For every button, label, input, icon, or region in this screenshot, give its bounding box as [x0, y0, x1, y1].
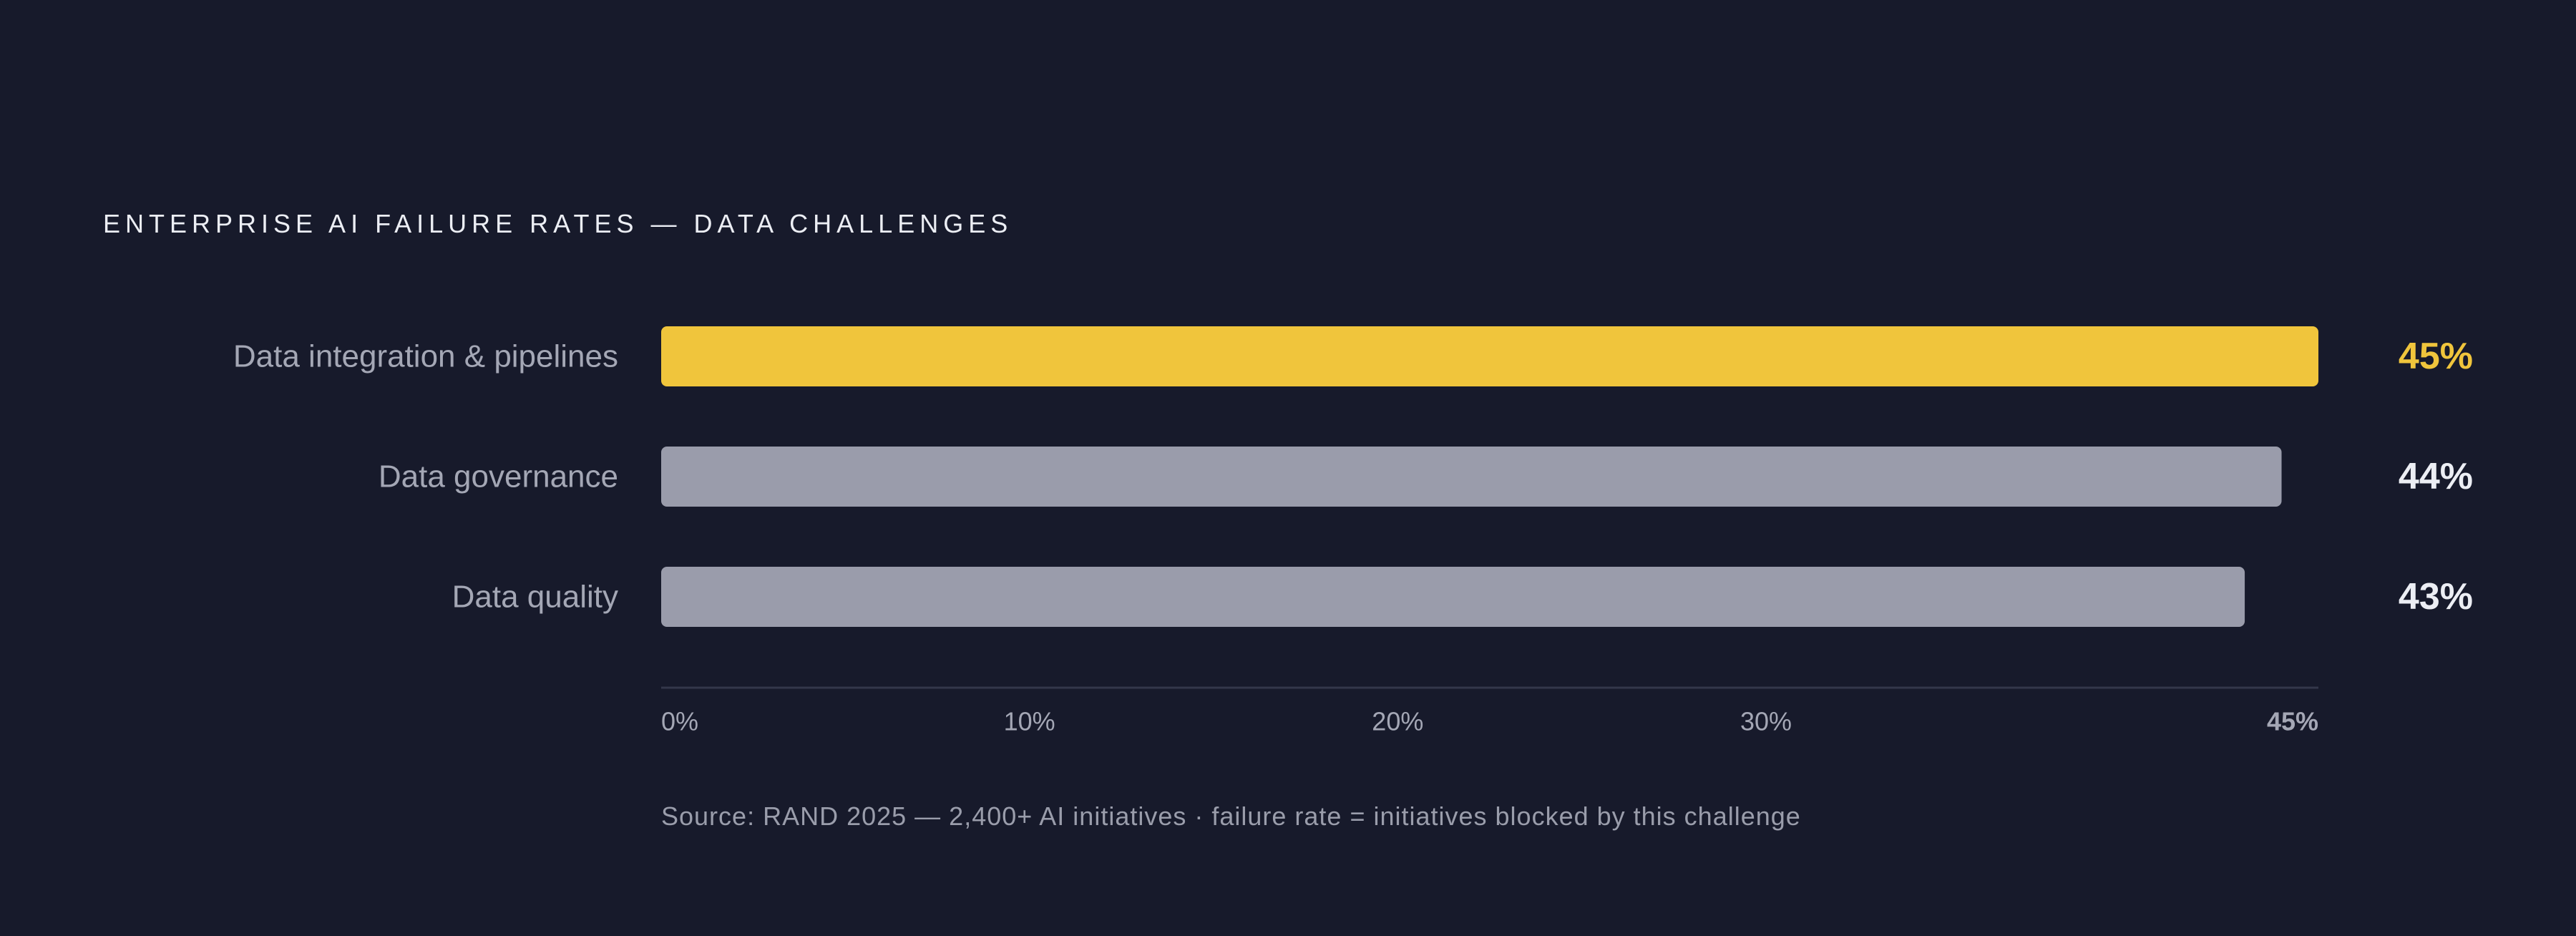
x-tick-label: 10% — [1004, 707, 1055, 736]
value-label: 43% — [2399, 576, 2473, 618]
bar — [661, 567, 2245, 627]
x-tick-label: 20% — [1372, 707, 1423, 736]
x-tick-label: 45% — [2267, 707, 2318, 736]
chart-title: ENTERPRISE AI FAILURE RATES — DATA CHALL… — [103, 209, 1013, 238]
bars-layer: Data integration & pipelines 45% Data gove… — [233, 326, 2473, 627]
value-label: 44% — [2399, 456, 2473, 497]
category-label: Data governance — [379, 459, 618, 494]
x-axis-ticks: 0% 10% 20% 30% 45% — [661, 707, 2318, 736]
x-tick-label: 0% — [661, 707, 698, 736]
value-label: 45% — [2399, 336, 2473, 377]
bar — [661, 447, 2282, 507]
bar — [661, 326, 2318, 386]
x-tick-label: 30% — [1740, 707, 1792, 736]
category-label: Data quality — [452, 580, 618, 615]
category-label: Data integration & pipelines — [233, 339, 618, 374]
source-note: Source: RAND 2025 — 2,400+ AI initiative… — [661, 801, 1801, 831]
